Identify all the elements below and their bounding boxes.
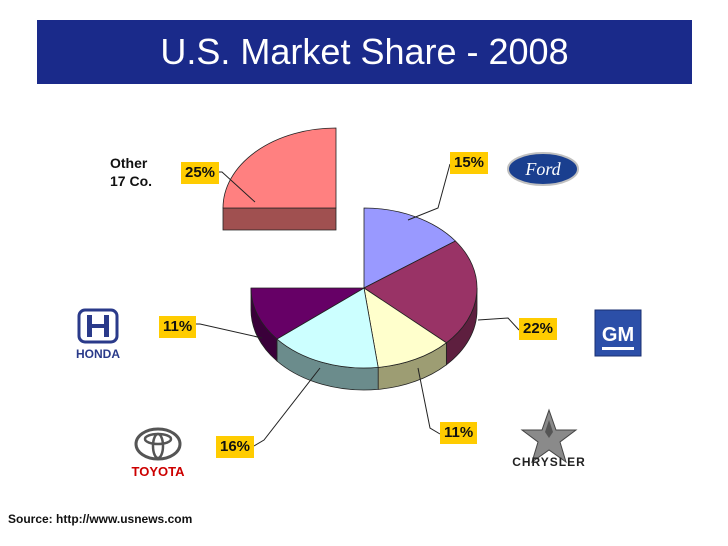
leader-line-chrysler xyxy=(417,367,441,435)
ford-logo: Ford xyxy=(507,152,579,186)
leader-line-gm xyxy=(477,317,520,331)
gm-logo: GM xyxy=(594,309,642,357)
chart-title: U.S. Market Share - 2008 xyxy=(160,31,569,72)
data-label-other: 25% xyxy=(181,162,220,184)
pie-slice-chrysler xyxy=(363,287,448,368)
leader-line-other xyxy=(218,171,256,203)
leader-line-toyota xyxy=(253,367,321,447)
data-label-ford: 15% xyxy=(450,152,489,174)
honda-logo-text: HONDA xyxy=(76,347,120,361)
pie-slice-gm xyxy=(363,240,478,344)
source-note: Source: http://www.usnews.com xyxy=(8,512,193,526)
data-label-honda: 11% xyxy=(159,316,197,338)
toyota-logo: TOYOTA xyxy=(132,427,186,479)
ford-logo-text: Ford xyxy=(524,159,561,179)
other-companies-label: Other 17 Co. xyxy=(110,154,152,190)
other-label-line-1: Other xyxy=(110,155,148,171)
gm-logo-text: GM xyxy=(602,324,634,346)
other-label-line-2: 17 Co. xyxy=(110,173,153,189)
data-label-chrysler: 11% xyxy=(440,422,478,444)
chrysler-logo: CHRYSLER xyxy=(512,408,586,469)
data-label-toyota: 16% xyxy=(216,436,255,458)
pie-slice-other xyxy=(222,127,337,209)
pie-slice-honda xyxy=(250,287,366,340)
toyota-logo-text: TOYOTA xyxy=(132,464,186,479)
data-label-gm: 22% xyxy=(519,318,558,340)
honda-logo: HONDA xyxy=(76,308,120,361)
leader-line-honda xyxy=(196,323,263,339)
pie-slice-toyota xyxy=(276,287,379,369)
leader-line-ford xyxy=(407,163,451,221)
title-bar: U.S. Market Share - 2008 xyxy=(37,20,692,84)
chrysler-logo-text: CHRYSLER xyxy=(512,455,586,469)
pie-wall-other xyxy=(222,207,337,231)
